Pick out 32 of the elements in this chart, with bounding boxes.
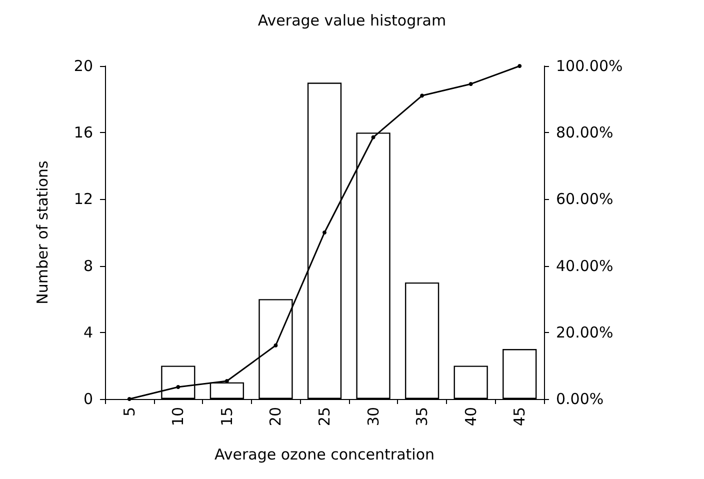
y-tick-label: 8 xyxy=(83,256,93,275)
y-tick-label: 12 xyxy=(74,190,93,208)
point xyxy=(127,397,132,401)
point xyxy=(322,230,326,234)
x-tick-label: 15 xyxy=(218,407,236,426)
y-tick-label: 4 xyxy=(83,323,93,342)
y-axis-title: Number of stations xyxy=(34,160,52,304)
y2-tick-label: 20.00% xyxy=(556,323,614,342)
point xyxy=(468,82,473,86)
y-tick-label: 16 xyxy=(74,124,93,142)
x-tick-label: 45 xyxy=(510,407,529,426)
point xyxy=(518,64,522,68)
y-tick-label: 0 xyxy=(83,390,93,408)
x-tick-label: 5 xyxy=(120,407,138,417)
x-axis-title: Average ozone concentration xyxy=(214,446,434,464)
y2-tick-label: 0.00% xyxy=(556,390,604,408)
y2-tick-label: 100.00% xyxy=(556,57,623,75)
x-tick-label: 10 xyxy=(169,407,188,426)
x-tick-label: 40 xyxy=(462,407,480,426)
point xyxy=(274,343,278,348)
point xyxy=(176,385,180,390)
x-tick-label: 20 xyxy=(266,407,285,426)
y2-tick-label: 80.00% xyxy=(556,124,614,142)
y2-tick-label: 40.00% xyxy=(556,256,614,275)
x-tick-label: 35 xyxy=(413,407,432,426)
chart-title: Average value histogram xyxy=(258,12,446,30)
x-tick-label: 30 xyxy=(364,407,382,426)
point xyxy=(371,135,376,140)
y2-tick-label: 60.00% xyxy=(556,190,614,208)
y-tick-label: 20 xyxy=(74,57,93,75)
x-tick-label: 25 xyxy=(316,407,334,426)
point xyxy=(420,94,424,98)
